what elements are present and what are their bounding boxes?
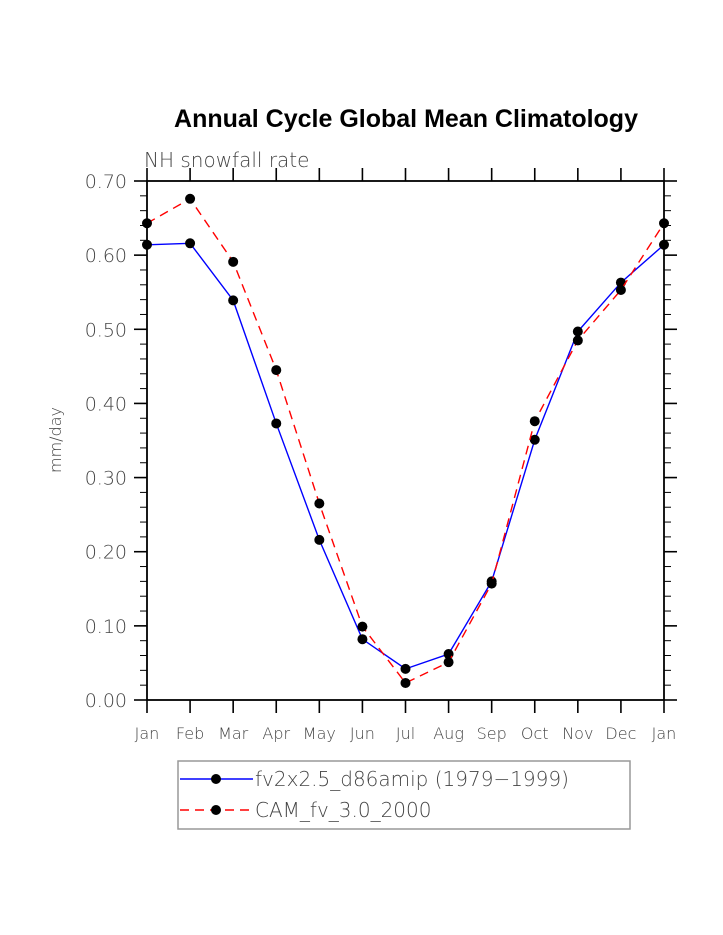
x-tick-label: Dec (605, 724, 636, 743)
data-point (271, 365, 282, 376)
legend-label-1: fv2x2.5_d86amip (1979−1999) (255, 767, 569, 791)
data-point (142, 218, 152, 229)
axes: 0.00 0.10 0.20 0.30 0.40 0.50 0.60 0.70 Jan Feb Ma… (85, 168, 677, 743)
y-tick-label: 0.00 (85, 690, 127, 712)
y-tick-label: 0.50 (85, 319, 127, 341)
y-tick-label: 0.60 (85, 245, 127, 267)
x-tick-label: Oct (521, 724, 549, 743)
data-point (228, 295, 239, 306)
legend: fv2x2.5_d86amip (1979−1999) CAM_fv_3.0_20… (177, 760, 631, 830)
data-point (185, 193, 196, 204)
data-point (142, 239, 152, 250)
plot-frame (146, 180, 665, 701)
x-tick-label: Apr (262, 724, 290, 743)
data-point (443, 657, 454, 668)
data-point (185, 238, 196, 249)
legend-marker-2 (211, 805, 221, 815)
legend-label-2: CAM_fv_3.0_2000 (255, 798, 431, 822)
y-tick-label: 0.40 (85, 393, 127, 415)
series-2 (142, 193, 669, 688)
data-point (314, 498, 325, 509)
series-1 (142, 238, 669, 674)
x-tick-label: May (303, 724, 336, 743)
data-point (529, 416, 540, 427)
data-point (486, 578, 497, 589)
data-point (357, 621, 368, 632)
x-tick-label: Nov (562, 724, 593, 743)
data-point (314, 534, 325, 545)
x-tick-label: Sep (477, 724, 507, 743)
series-group (142, 193, 669, 688)
x-tick-label: Jan (652, 724, 677, 743)
data-point (228, 256, 239, 267)
x-tick-label: Aug (433, 724, 464, 743)
x-tick-label: Jun (350, 724, 375, 743)
y-axis-label: mm/day (46, 407, 65, 473)
data-point (572, 326, 583, 337)
series-line (146, 242, 665, 670)
data-point (659, 239, 669, 250)
data-point (529, 434, 540, 445)
y-tick-label: 0.20 (85, 542, 127, 564)
data-point (659, 218, 669, 229)
x-tick-label: Feb (176, 724, 204, 743)
y-tick-label: 0.10 (85, 616, 127, 638)
y-tick-label: 0.70 (85, 171, 127, 193)
x-tick-label: Mar (218, 724, 249, 743)
x-tick-label: Jul (396, 724, 415, 743)
chart-title: Annual Cycle Global Mean Climatology (174, 105, 638, 133)
x-tick-label: Jan (135, 724, 160, 743)
data-point (400, 677, 411, 688)
legend-box (177, 760, 631, 830)
data-point (400, 663, 411, 674)
data-point (271, 418, 282, 429)
data-point (615, 284, 626, 295)
series-line (146, 197, 665, 684)
data-point (357, 634, 368, 645)
chart-subtitle: NH snowfall rate (144, 148, 309, 172)
y-tick-label: 0.30 (85, 468, 127, 490)
data-point (572, 335, 583, 346)
legend-marker-1 (211, 774, 221, 784)
